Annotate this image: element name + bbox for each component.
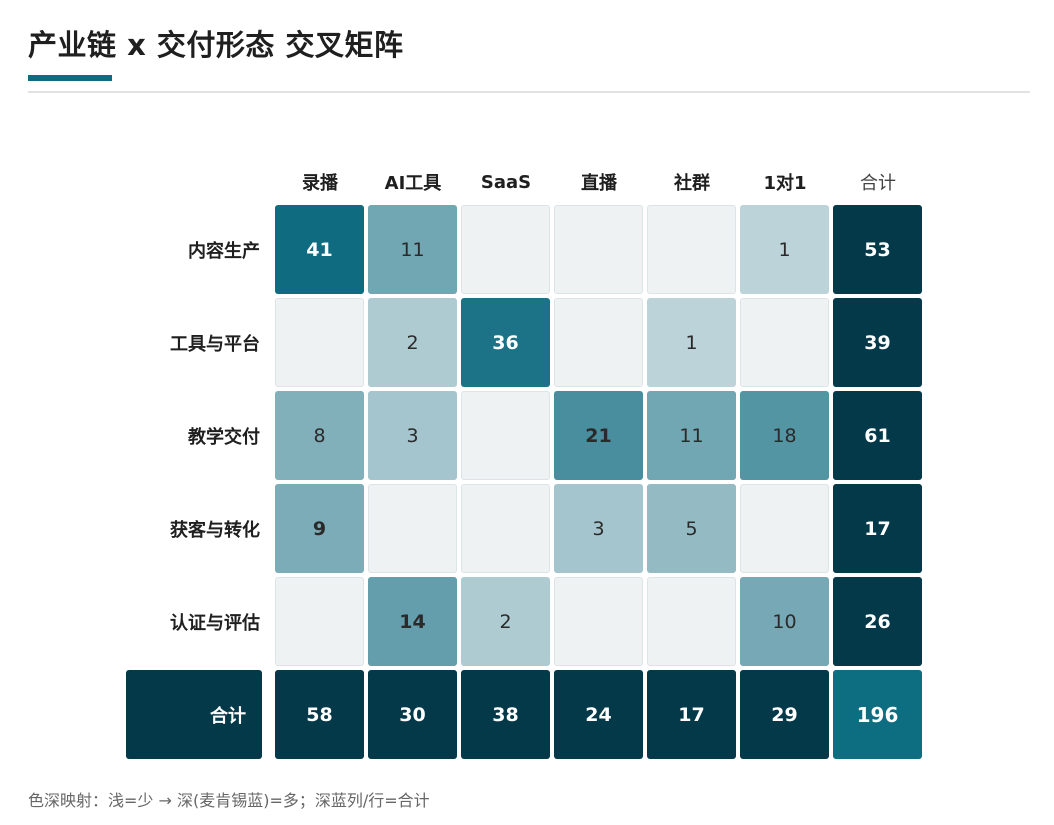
- title-divider: [28, 91, 1030, 93]
- matrix-cell: 9: [275, 484, 364, 573]
- color-legend-note: 色深映射：浅=少 → 深(麦肯锡蓝)=多；深蓝列/行=合计: [28, 791, 430, 810]
- matrix-cell: [554, 298, 643, 387]
- column-total-cell: 17: [647, 670, 736, 759]
- row-header: 认证与评估: [170, 612, 260, 634]
- matrix-cell: [461, 484, 550, 573]
- column-total-cell: 58: [275, 670, 364, 759]
- matrix-cell: 8: [275, 391, 364, 480]
- column-total-cell: 24: [554, 670, 643, 759]
- matrix-cell: [647, 205, 736, 294]
- matrix-cell: 11: [647, 391, 736, 480]
- matrix-cell: 3: [554, 484, 643, 573]
- matrix-cell: 5: [647, 484, 736, 573]
- matrix-cell: [461, 205, 550, 294]
- matrix-cell: 14: [368, 577, 457, 666]
- column-total-cell: 38: [461, 670, 550, 759]
- matrix-cell: 18: [740, 391, 829, 480]
- row-header: 内容生产: [188, 240, 260, 262]
- matrix-cell: 2: [368, 298, 457, 387]
- row-total-cell: 39: [833, 298, 922, 387]
- matrix-cell: 41: [275, 205, 364, 294]
- column-total-cell: 30: [368, 670, 457, 759]
- row-total-cell: 26: [833, 577, 922, 666]
- row-header: 教学交付: [188, 426, 260, 448]
- matrix-cell: 11: [368, 205, 457, 294]
- column-header: 1对1: [763, 173, 807, 194]
- matrix-cell: 21: [554, 391, 643, 480]
- matrix-cell: [368, 484, 457, 573]
- matrix-cell: 1: [740, 205, 829, 294]
- column-header: 录播: [302, 173, 338, 194]
- matrix-cell: [740, 298, 829, 387]
- row-total-cell: 17: [833, 484, 922, 573]
- column-total-cell: 29: [740, 670, 829, 759]
- matrix-cell: 1: [647, 298, 736, 387]
- total-row-label: 合计: [126, 670, 262, 759]
- column-header: SaaS: [480, 171, 532, 193]
- row-header: 工具与平台: [170, 333, 260, 355]
- column-header: 直播: [581, 173, 617, 194]
- column-header: AI工具: [384, 173, 442, 194]
- matrix-cell: [554, 577, 643, 666]
- row-header: 获客与转化: [170, 519, 260, 541]
- matrix-cell: [275, 298, 364, 387]
- matrix-cell: [740, 484, 829, 573]
- matrix-cell: 2: [461, 577, 550, 666]
- title-accent-bar: [28, 75, 112, 81]
- column-header-total: 合计: [860, 173, 896, 194]
- matrix-cell: [554, 205, 643, 294]
- row-total-cell: 61: [833, 391, 922, 480]
- row-total-cell: 53: [833, 205, 922, 294]
- matrix-cell: 36: [461, 298, 550, 387]
- page-title: 产业链 x 交付形态 交叉矩阵: [28, 28, 404, 62]
- matrix-cell: [647, 577, 736, 666]
- column-header: 社群: [674, 173, 710, 194]
- matrix-cell: [461, 391, 550, 480]
- matrix-cell: 3: [368, 391, 457, 480]
- grand-total-cell: 196: [833, 670, 922, 759]
- matrix-cell: 10: [740, 577, 829, 666]
- matrix-cell: [275, 577, 364, 666]
